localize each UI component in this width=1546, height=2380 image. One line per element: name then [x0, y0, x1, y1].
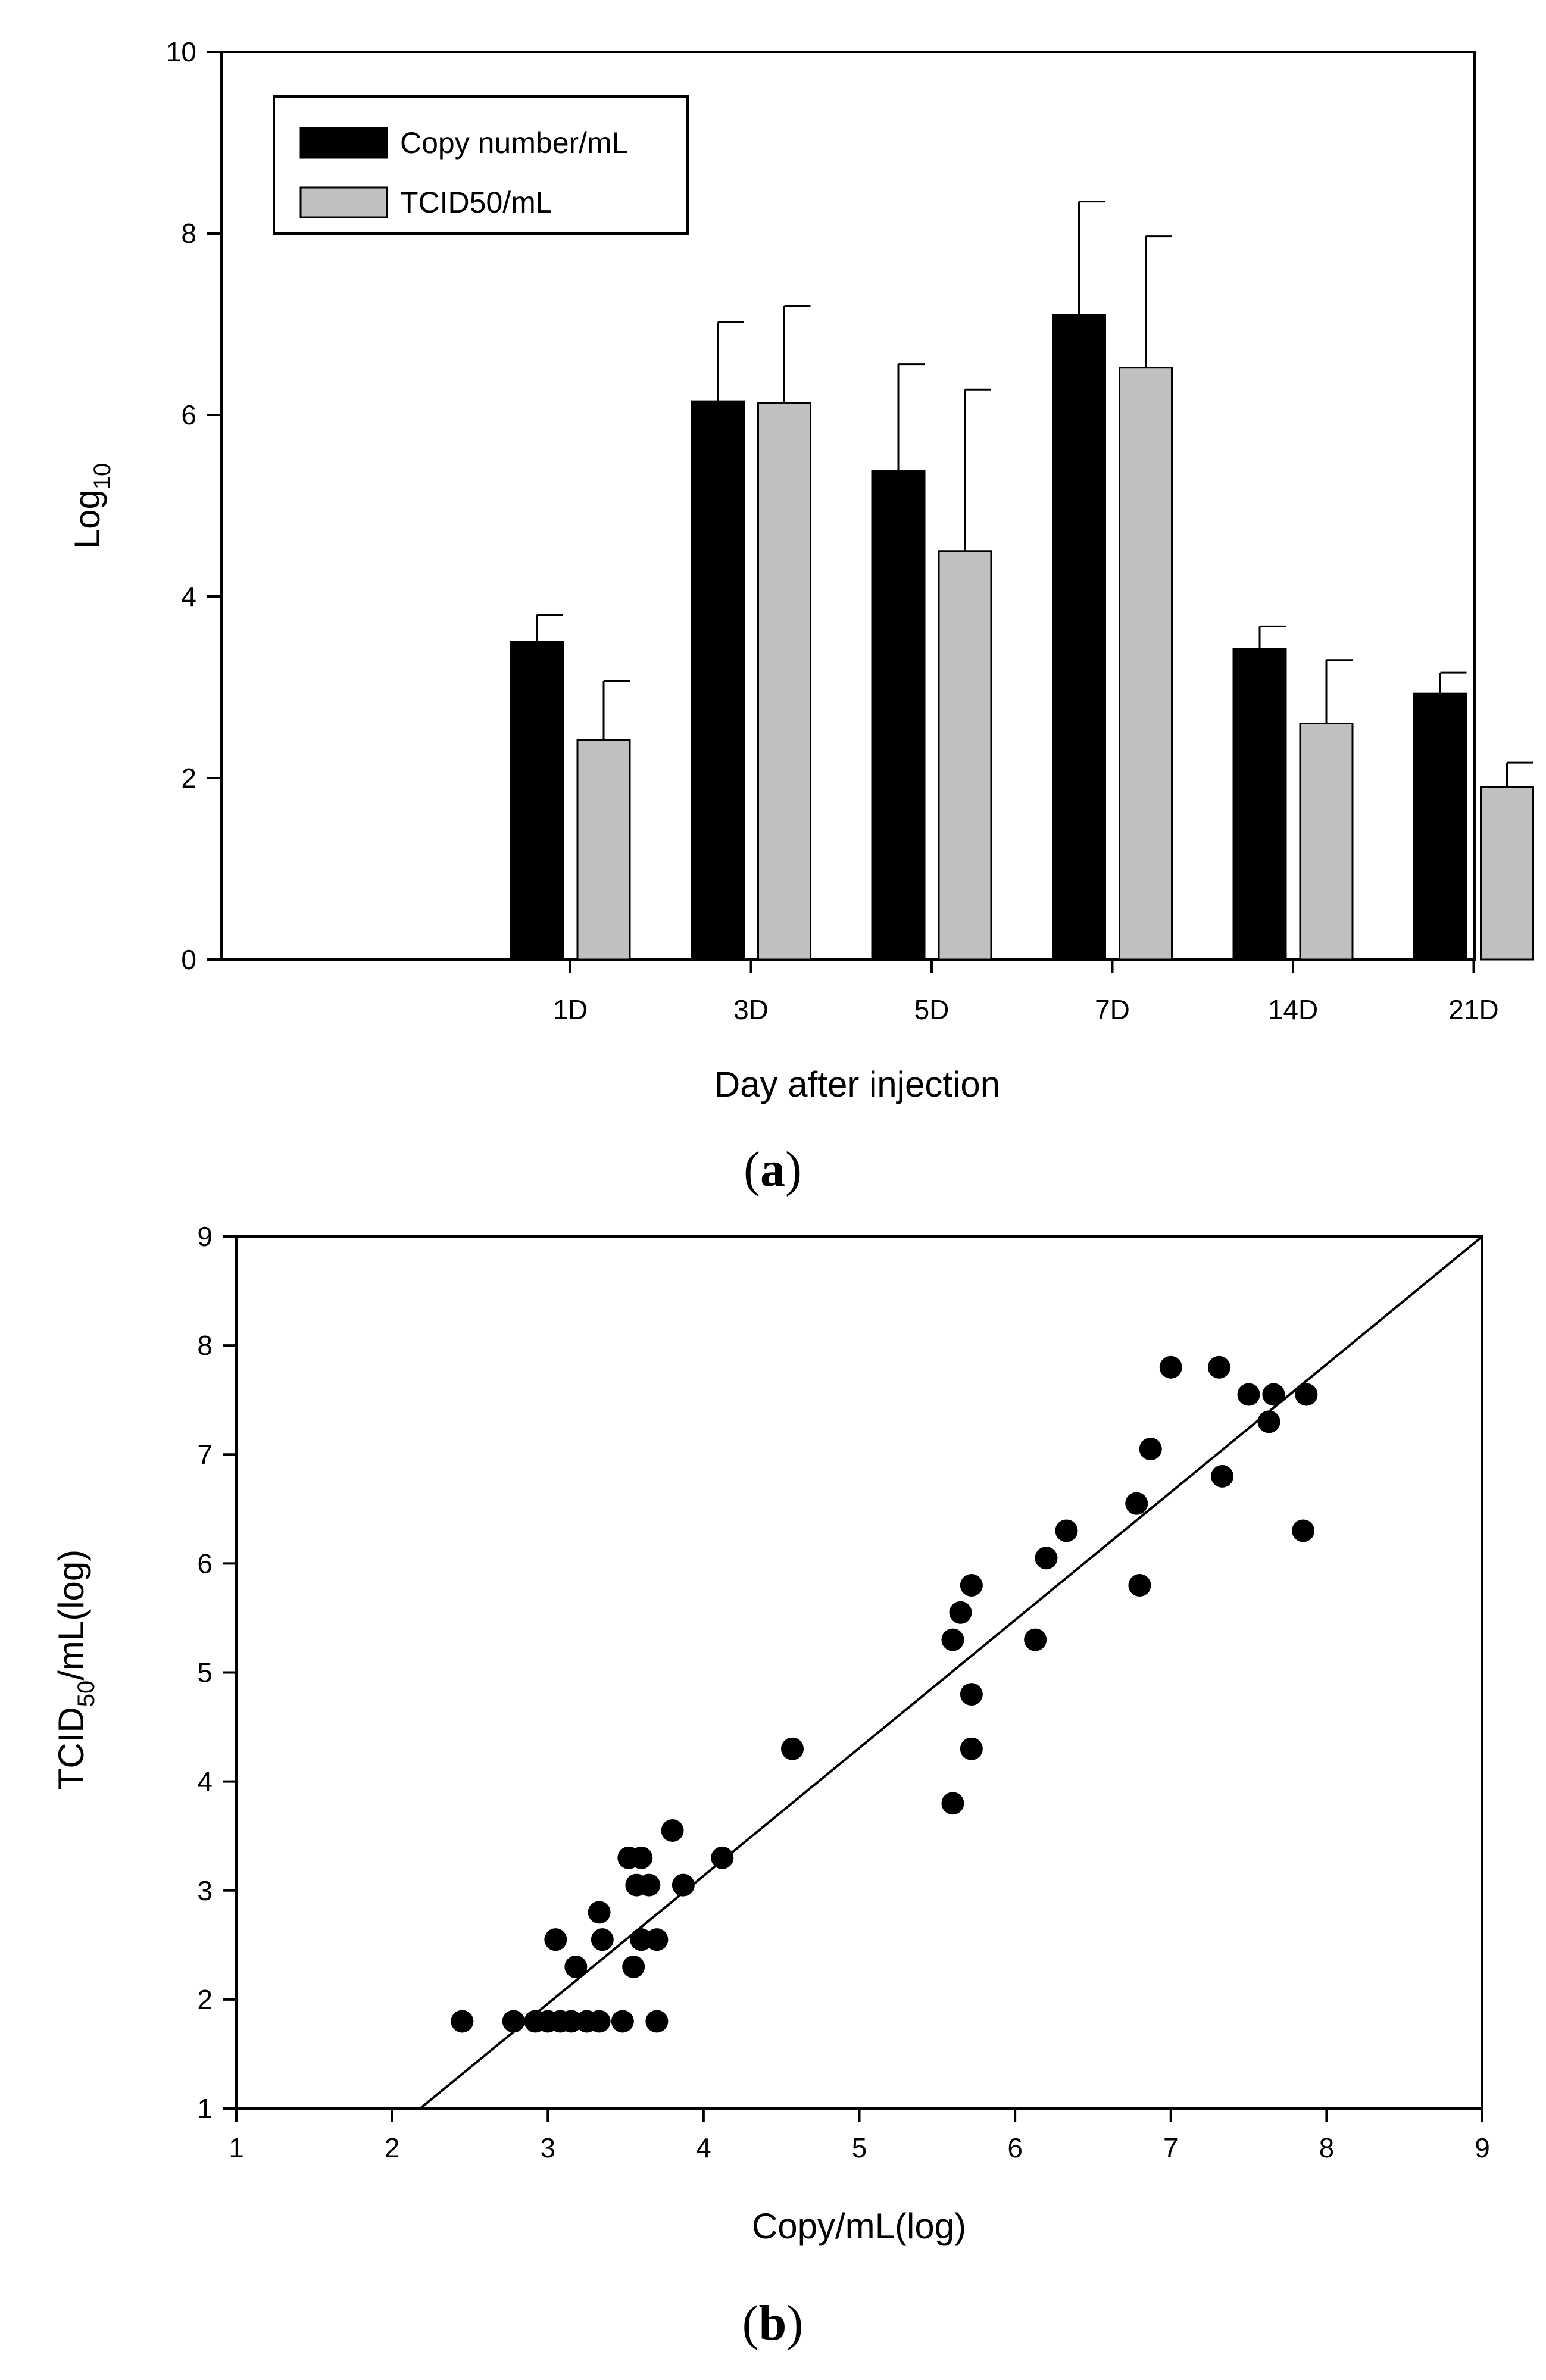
bar-tcid50	[938, 550, 992, 961]
y-tick-label: 10	[166, 36, 196, 67]
scatter-point	[1055, 1519, 1078, 1542]
x-tick-label: 5D	[914, 994, 950, 1025]
y-tick-label: 8	[197, 1330, 213, 1361]
scatter-point	[941, 1792, 964, 1815]
legend-swatch-tcid50	[299, 186, 388, 218]
scatter-point	[588, 1901, 611, 1924]
scatter-point	[661, 1819, 684, 1842]
scatter-point	[1128, 1574, 1151, 1597]
scatter-point	[564, 1955, 588, 1978]
y-axis-title: TCID50/mL(log)	[51, 1550, 99, 1791]
scatter-point	[630, 1928, 653, 1951]
scatter-point	[1159, 1355, 1182, 1379]
scatter-point	[1211, 1464, 1234, 1488]
panel-label-a: (a)	[744, 1142, 802, 1197]
bar-tcid50	[1480, 786, 1534, 961]
scatter-point	[1207, 1355, 1230, 1379]
scatter-point	[781, 1737, 804, 1760]
bar-tcid50	[576, 739, 631, 961]
scatter-point	[622, 1955, 645, 1978]
scatter-point	[638, 1873, 661, 1897]
scatter-chart-panel-b: 1 2 3 4 5 6 7 8 9 1 2 3 4 5 6 7 8 9 Copy/mL(log) TCID50/mL(…	[51, 1221, 1490, 2351]
legend-label-tcid50: TCID50/mL	[400, 186, 552, 219]
x-tick-label: 1	[229, 2132, 244, 2163]
x-axis-title: Copy/mL(log)	[752, 2206, 966, 2246]
scatter-point	[1237, 1383, 1260, 1406]
x-tick-label: 2	[385, 2132, 400, 2163]
x-tick-label: 7	[1163, 2132, 1179, 2163]
x-tick-label: 6	[1007, 2132, 1023, 2163]
scatter-point	[711, 1846, 734, 1869]
plot-frame	[220, 51, 1476, 961]
y-tick-label: 6	[181, 399, 196, 430]
scatter-point	[960, 1574, 983, 1597]
x-tick-label: 5	[852, 2132, 867, 2163]
y-tick-label: 9	[197, 1221, 213, 1252]
x-tick-label: 9	[1475, 2132, 1490, 2163]
bar-copy-number	[1413, 692, 1467, 961]
scatter-point	[451, 2010, 474, 2033]
x-tick-label: 1D	[553, 994, 588, 1025]
bar-copy-number	[691, 400, 745, 961]
x-tick-label: 3D	[733, 994, 769, 1025]
bar-copy-number	[1052, 314, 1106, 961]
bar-tcid50	[1119, 367, 1173, 961]
scatter-point	[588, 2010, 611, 2033]
x-tick-label: 21D	[1448, 994, 1498, 1025]
scatter-point	[645, 2010, 669, 2033]
scatter-point	[502, 2010, 525, 2033]
y-tick-label: 4	[197, 1766, 213, 1797]
scatter-point	[1295, 1383, 1318, 1406]
y-tick-label: 2	[181, 763, 196, 794]
scatter-point	[645, 1928, 669, 1951]
scatter-point	[1257, 1410, 1280, 1433]
scatter-point	[591, 1928, 614, 1951]
y-tick-label: 8	[181, 218, 196, 249]
scatter-point	[1262, 1383, 1285, 1406]
scatter-point	[544, 1928, 567, 1951]
x-tick-label: 7D	[1095, 994, 1130, 1025]
y-tick-label: 5	[197, 1657, 213, 1688]
regression-line	[419, 1235, 1483, 2110]
scatter-point	[611, 2010, 634, 2033]
y-tick-label: 4	[181, 581, 196, 612]
y-axis-title: Log10	[67, 463, 115, 549]
y-tick-label: 0	[181, 944, 196, 975]
scatter-point	[1292, 1519, 1315, 1542]
bar-tcid50	[1299, 723, 1354, 961]
scatter-point	[560, 2010, 583, 2033]
scatter-point	[941, 1628, 964, 1651]
scatter-point	[1125, 1492, 1148, 1515]
x-tick-label: 4	[696, 2132, 711, 2163]
panel-label-b: (b)	[742, 2295, 804, 2351]
scatter-point	[960, 1683, 983, 1706]
x-tick-label: 3	[540, 2132, 555, 2163]
x-tick-label: 14D	[1268, 994, 1318, 1025]
scatter-point	[630, 1846, 653, 1869]
scatter-point	[949, 1601, 972, 1624]
bar-copy-number	[510, 641, 564, 961]
legend-label-copy-number: Copy number/mL	[400, 126, 629, 160]
bar-tcid50	[757, 402, 811, 961]
legend-swatch-copy-number	[299, 127, 388, 159]
y-tick-label: 7	[197, 1439, 213, 1470]
x-axis-title: Day after injection	[714, 1064, 1000, 1104]
scatter-point	[1139, 1438, 1162, 1461]
scatter-point	[672, 1873, 695, 1897]
y-tick-label: 3	[197, 1875, 213, 1906]
scatter-point	[1035, 1547, 1058, 1570]
bar-chart-panel-a: 0 2 4 6 8 10 1D 3D 5D 7D 14D 21D Copy number/mL TCID5…	[67, 36, 1534, 1197]
y-tick-label: 2	[197, 1984, 213, 2015]
bar-copy-number	[871, 470, 926, 961]
bar-copy-number	[1232, 648, 1287, 961]
scatter-point	[1024, 1628, 1047, 1651]
scatter-point	[960, 1737, 983, 1760]
y-tick-label: 1	[197, 2093, 213, 2124]
y-tick-label: 6	[197, 1548, 213, 1579]
x-tick-label: 8	[1319, 2132, 1335, 2163]
